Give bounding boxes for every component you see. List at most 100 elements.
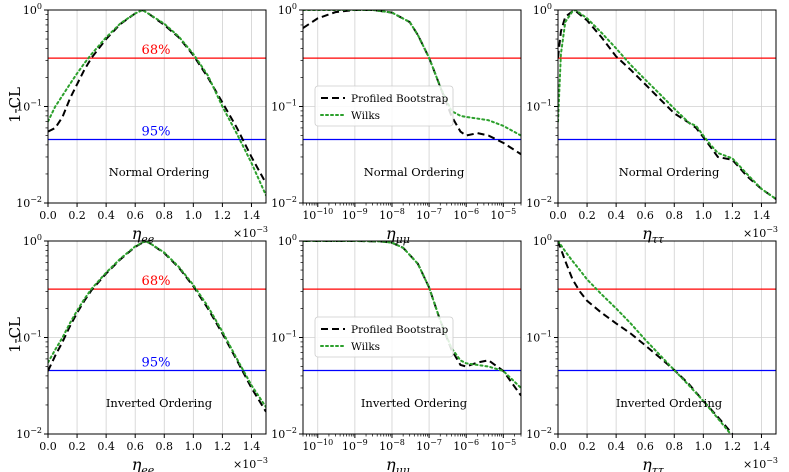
x-tick-label: 0.8 — [156, 209, 174, 222]
x-tick-label: 0.6 — [636, 209, 654, 222]
ordering-annotation: Normal Ordering — [364, 165, 465, 179]
y-tick-label: 10−1 — [16, 330, 42, 345]
panel-inverted-tautau: 0.0 0.2 0.4 0.6 0.8 1.0 1.2 1.4 10−2 10−1 100 ηττ ×1… — [526, 233, 778, 472]
x-tick-label: 10−7 — [416, 438, 442, 453]
x-tick-label: 1.4 — [753, 209, 771, 222]
series-profiled-bootstrap — [558, 241, 734, 434]
ylabel-bottom: 1-CL — [6, 317, 24, 353]
grid — [557, 9, 776, 204]
x-tick-label: 10−6 — [453, 207, 479, 222]
x-tick-label: 0.6 — [126, 440, 144, 453]
series-profiled-bootstrap — [558, 10, 776, 200]
x-tick-label: 0.2 — [68, 440, 86, 453]
legend-label-wilks: Wilks — [351, 110, 380, 122]
y-tick-label: 10−2 — [271, 426, 297, 441]
x-tick-label: 0.4 — [97, 440, 115, 453]
x-tick-label: 1.2 — [724, 209, 742, 222]
x-offset-label: ×10−3 — [743, 456, 778, 471]
legend-frame — [314, 85, 454, 127]
x-tick-label: 1.4 — [243, 209, 261, 222]
y-tick-label: 10−1 — [526, 99, 552, 114]
legend-label-wilks: Wilks — [351, 341, 380, 353]
panel-normal-tautau: 0.0 0.2 0.4 0.6 0.8 1.0 1.2 1.4 10−2 10−1 100 ηττ ×1… — [526, 2, 778, 246]
x-tick-label: 10−8 — [379, 438, 405, 453]
x-axis-label: ηee — [132, 224, 155, 246]
y-tick-label: 10−2 — [526, 195, 552, 210]
panels: 0.0 0.2 0.4 0.6 0.8 1.0 1.2 1.4 10−2 10−1 100 ηee ×1… — [16, 2, 778, 472]
series-wilks — [303, 10, 521, 137]
y-tick-label: 10−2 — [16, 426, 42, 441]
x-tick-label: 1.0 — [185, 209, 203, 222]
x-tick-label: 0.8 — [156, 440, 174, 453]
x-tick-label: 0.2 — [578, 440, 596, 453]
y-tick-label: 10−1 — [526, 330, 552, 345]
legend-label-bootstrap: Profiled Bootstrap — [351, 324, 449, 336]
x-tick-label: 0.8 — [666, 440, 684, 453]
x-tick-label: 10−9 — [342, 438, 368, 453]
x-axis-label: ημμ — [386, 455, 410, 472]
series-wilks — [558, 241, 732, 434]
series-wilks — [558, 10, 776, 201]
label-68: 68% — [142, 43, 171, 58]
y-tick-label: 100 — [278, 2, 297, 17]
x-tick-label: 1.4 — [243, 440, 261, 453]
ordering-annotation: Normal Ordering — [619, 165, 720, 179]
y-tick-label: 100 — [23, 2, 42, 17]
x-tick-label: 0.4 — [607, 440, 625, 453]
label-68: 68% — [142, 274, 171, 289]
ordering-annotation: Inverted Ordering — [106, 396, 213, 410]
legend: Profiled Bootstrap Wilks — [314, 316, 454, 358]
x-axis-label: ηee — [132, 455, 155, 472]
panel-inverted-mumu: 10−10 10−9 10−8 10−7 10−6 10−5 10−2 10−1 100 ημμ I… — [271, 233, 522, 472]
series-profiled-bootstrap — [48, 10, 266, 184]
x-axis-label: ηττ — [642, 224, 665, 246]
x-tick-label: 0.8 — [666, 209, 684, 222]
x-tick-label: 1.2 — [214, 209, 232, 222]
x-tick-label: 0.0 — [39, 440, 57, 453]
label-95: 95% — [142, 356, 171, 371]
series-wilks — [48, 241, 266, 409]
y-tick-label: 10−2 — [526, 426, 552, 441]
y-tick-label: 100 — [533, 233, 552, 248]
x-tick-label: 0.4 — [607, 209, 625, 222]
x-tick-label: 10−5 — [490, 438, 516, 453]
legend-frame — [314, 316, 454, 358]
y-tick-label: 10−1 — [271, 330, 297, 345]
label-95: 95% — [142, 125, 171, 140]
panel-normal-ee: 0.0 0.2 0.4 0.6 0.8 1.0 1.2 1.4 10−2 10−1 100 ηee ×1… — [16, 2, 268, 246]
panel-normal-mumu: 10−10 10−9 10−8 10−7 10−6 10−5 10−2 10−1 100 ημμ N… — [271, 2, 522, 246]
x-tick-label: 0.6 — [636, 440, 654, 453]
x-tick-label: 10−6 — [453, 438, 479, 453]
x-tick-label: 1.4 — [753, 440, 771, 453]
ylabel-top: 1-CL — [6, 87, 24, 123]
x-offset-label: ×10−3 — [233, 225, 268, 240]
x-tick-label: 10−10 — [302, 438, 333, 453]
y-tick-label: 100 — [23, 233, 42, 248]
x-tick-label: 1.0 — [185, 440, 203, 453]
x-offset-label: ×10−3 — [743, 225, 778, 240]
x-tick-label: 0.0 — [39, 209, 57, 222]
x-offset-label: ×10−3 — [233, 456, 268, 471]
y-tick-label: 10−1 — [16, 99, 42, 114]
x-tick-label: 10−8 — [379, 207, 405, 222]
y-tick-label: 100 — [278, 233, 297, 248]
legend: Profiled Bootstrap Wilks — [314, 85, 454, 127]
x-tick-label: 1.2 — [214, 440, 232, 453]
y-tick-label: 10−2 — [16, 195, 42, 210]
x-tick-label: 1.2 — [724, 440, 742, 453]
y-tick-label: 10−2 — [271, 195, 297, 210]
x-tick-label: 0.0 — [549, 440, 567, 453]
x-tick-label: 1.0 — [695, 209, 713, 222]
y-tick-label: 10−1 — [271, 99, 297, 114]
ordering-annotation: Inverted Ordering — [616, 396, 723, 410]
x-tick-label: 0.0 — [549, 209, 567, 222]
x-tick-label: 1.0 — [695, 440, 713, 453]
x-tick-label: 0.6 — [126, 209, 144, 222]
x-axis-label: ηττ — [642, 455, 665, 472]
x-tick-label: 0.4 — [97, 209, 115, 222]
ordering-annotation: Normal Ordering — [109, 165, 210, 179]
x-tick-label: 0.2 — [578, 209, 596, 222]
x-axis-label: ημμ — [386, 224, 410, 246]
